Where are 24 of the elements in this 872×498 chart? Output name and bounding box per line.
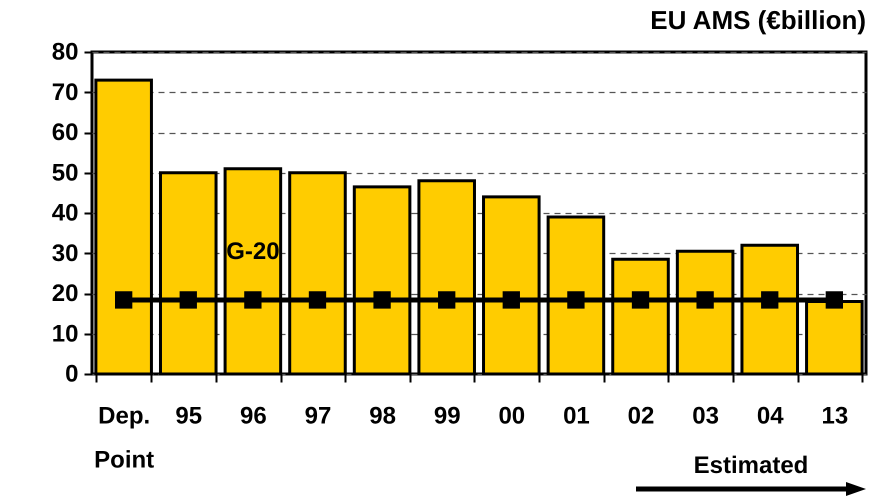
x-tick-label: 98 [369,402,396,430]
x-tick-label: 96 [240,402,267,430]
y-tick-label: 50 [52,159,78,186]
y-tick-label: 30 [52,240,78,267]
y-tick-label: 10 [52,320,78,348]
y-tick-label: 0 [65,360,78,388]
series-label: G-20 [226,238,280,265]
y-tick-label: 40 [52,200,78,226]
y-tick-label: 20 [52,280,78,307]
y-tick-label: 70 [52,78,78,106]
x-tick-label: 04 [756,402,784,430]
text: Estimated [694,452,808,479]
x-tick-label: 13 [821,402,848,430]
x-tick-label: 99 [434,402,461,430]
x-tick-label: 00 [498,402,526,430]
y-tick-label: 80 [52,38,78,66]
x-tick-label: 01 [563,402,590,430]
chart-title: EU AMS (€billion) [650,5,866,35]
x-tick-label: 97 [304,402,332,430]
y-tick-label: 60 [52,119,78,146]
x-tick-label: Dep. Point [94,402,154,474]
x-tick-label: 02 [628,402,654,430]
x-tick-label: 95 [175,402,202,430]
x-tick-label: 03 [692,402,719,430]
